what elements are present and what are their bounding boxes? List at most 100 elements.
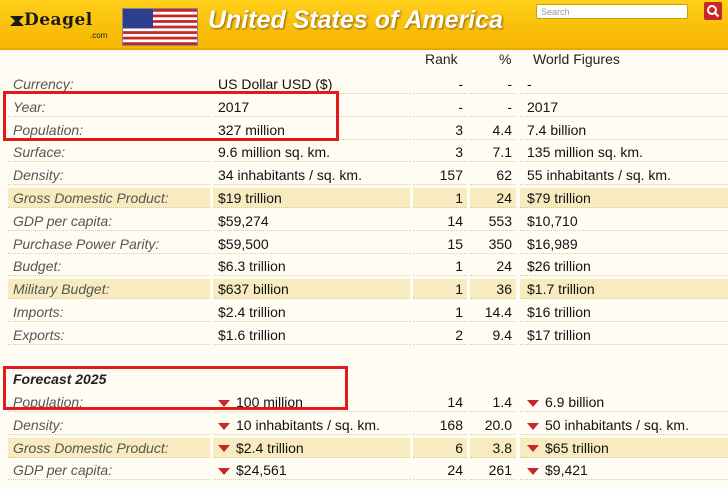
row-world-figure: $65 trillion: [520, 437, 728, 458]
row-label-text: Population:: [13, 121, 84, 138]
table-row: Surface: 9.6 million sq. km. 3 7.1 135 milli…: [0, 141, 728, 163]
decrease-arrow-icon: [527, 422, 539, 430]
row-percent-text: 553: [488, 212, 512, 229]
row-world-figure-text: -: [527, 76, 532, 92]
row-label-text: Gross Domestic Product:: [13, 190, 169, 206]
row-label-text: Density:: [13, 167, 64, 184]
table-row: Budget: $6.3 trillion 1 24 $26 trillion: [0, 255, 728, 277]
row-world-figure: $9,421: [520, 460, 728, 481]
highlight-box-year-population: [3, 91, 339, 141]
row-rank: 157: [413, 165, 467, 186]
row-rank: 1: [413, 302, 467, 322]
us-flag-icon: [122, 8, 198, 46]
row-value-text: 10 inhabitants / sq. km.: [236, 416, 380, 433]
row-label-text: Budget:: [13, 258, 62, 275]
row-percent-text: -: [507, 76, 512, 92]
row-world-figure: $16 trillion: [520, 302, 728, 322]
row-value: 10 inhabitants / sq. km.: [213, 415, 410, 435]
row-percent: 553: [470, 211, 516, 231]
wing-icon: [10, 16, 24, 26]
table-row: Population: 100 million 14 1.4 6.9 billion: [0, 391, 728, 413]
row-label: Gross Domestic Product:: [8, 188, 210, 208]
row-label: GDP per capita:: [8, 460, 210, 481]
deagel-logo[interactable]: Deagel .com: [10, 8, 110, 44]
row-value: $59,274: [213, 211, 410, 231]
table-row: Gross Domestic Product: $19 trillion 1 24 $7…: [0, 187, 728, 209]
row-percent-text: 20.0: [484, 416, 512, 433]
row-world-figure: 55 inhabitants / sq. km.: [520, 165, 728, 186]
row-world-figure: 135 million sq. km.: [520, 142, 728, 163]
row-rank-text: 1: [455, 190, 463, 206]
row-rank-text: 3: [455, 144, 463, 161]
row-value: $24,561: [213, 460, 410, 481]
table-row: Exports: $1.6 trillion 2 9.4 $17 trillion: [0, 324, 728, 346]
decrease-arrow-icon: [218, 399, 230, 407]
search-input[interactable]: Search: [536, 4, 688, 19]
row-percent-text: 3.8: [492, 439, 512, 456]
row-label: Purchase Power Parity:: [8, 234, 210, 254]
row-label: Surface:: [8, 142, 210, 163]
table-row: Density: 34 inhabitants / sq. km. 157 62 55 …: [0, 164, 728, 186]
row-rank: 14: [413, 392, 467, 412]
search-button[interactable]: [704, 2, 722, 20]
row-label-text: GDP per capita:: [13, 462, 113, 479]
row-label-text: Military Budget:: [13, 281, 110, 298]
row-world-figure: 2017: [520, 97, 728, 117]
logo-text: Deagel: [24, 10, 93, 30]
row-value: $1.6 trillion: [213, 325, 410, 345]
row-value-text: US Dollar USD ($): [218, 76, 333, 92]
row-value: $19 trillion: [213, 188, 410, 208]
row-label: Density:: [8, 165, 210, 186]
table-row: Currency: US Dollar USD ($) - - -: [0, 73, 728, 95]
row-world-figure: $16,989: [520, 234, 728, 254]
row-rank-text: 168: [439, 416, 463, 433]
row-rank-text: 24: [447, 462, 463, 479]
row-rank: 2: [413, 325, 467, 345]
row-percent: -: [470, 74, 516, 94]
row-world-figure: 6.9 billion: [520, 392, 728, 412]
decrease-arrow-icon: [527, 468, 539, 476]
row-rank: 3: [413, 142, 467, 163]
row-value-text: 2017: [218, 98, 250, 115]
row-value: $2.4 trillion: [213, 302, 410, 322]
row-rank: 3: [413, 120, 467, 140]
row-rank: -: [413, 97, 467, 117]
row-rank-text: 1: [455, 281, 463, 298]
row-label-text: Currency:: [13, 76, 74, 92]
row-value-text: $59,500: [218, 235, 269, 252]
row-label-text: Surface:: [13, 144, 66, 161]
decrease-arrow-icon: [218, 445, 230, 453]
row-rank: 14: [413, 211, 467, 231]
search-icon: [707, 5, 720, 18]
table-row: Military Budget: $637 billion 1 36 $1.7 tril…: [0, 278, 728, 300]
page-title: United States of America: [208, 6, 503, 34]
row-label: Year:: [8, 97, 210, 117]
row-world-figure: 50 inhabitants / sq. km.: [520, 415, 728, 435]
row-percent: 350: [470, 234, 516, 254]
highlight-box-forecast-population: [3, 366, 348, 410]
site-header: Deagel .com United States of America Sea…: [0, 0, 728, 50]
table-row: Imports: $2.4 trillion 1 14.4 $16 trillion: [0, 301, 728, 323]
row-value-text: $19 trillion: [218, 190, 282, 206]
row-value: $637 billion: [213, 279, 410, 300]
row-value-text: $2.4 trillion: [236, 439, 304, 456]
row-rank: 15: [413, 234, 467, 254]
logo-subtext: .com: [90, 31, 108, 40]
row-rank-text: 157: [439, 167, 463, 184]
row-world-figure: 7.4 billion: [520, 120, 728, 140]
row-percent-text: 24: [496, 190, 512, 206]
row-label: Imports:: [8, 302, 210, 322]
row-label: Exports:: [8, 325, 210, 345]
row-rank-text: 2: [455, 326, 463, 343]
row-label-text: GDP per capita:: [13, 212, 113, 229]
row-percent: 3.8: [470, 437, 516, 458]
row-world-figure-text: $16 trillion: [527, 304, 591, 320]
table-row: Gross Domestic Product: $2.4 trillion 6 3.8…: [0, 437, 728, 459]
row-label-text: Gross Domestic Product:: [13, 439, 169, 456]
row-label-text: Exports:: [13, 326, 65, 343]
row-world-figure-text: $9,421: [545, 462, 588, 479]
row-rank-text: 1: [455, 258, 463, 275]
decrease-arrow-icon: [218, 422, 230, 430]
row-world-figure-text: $1.7 trillion: [527, 281, 595, 298]
row-rank-text: 15: [447, 235, 463, 252]
